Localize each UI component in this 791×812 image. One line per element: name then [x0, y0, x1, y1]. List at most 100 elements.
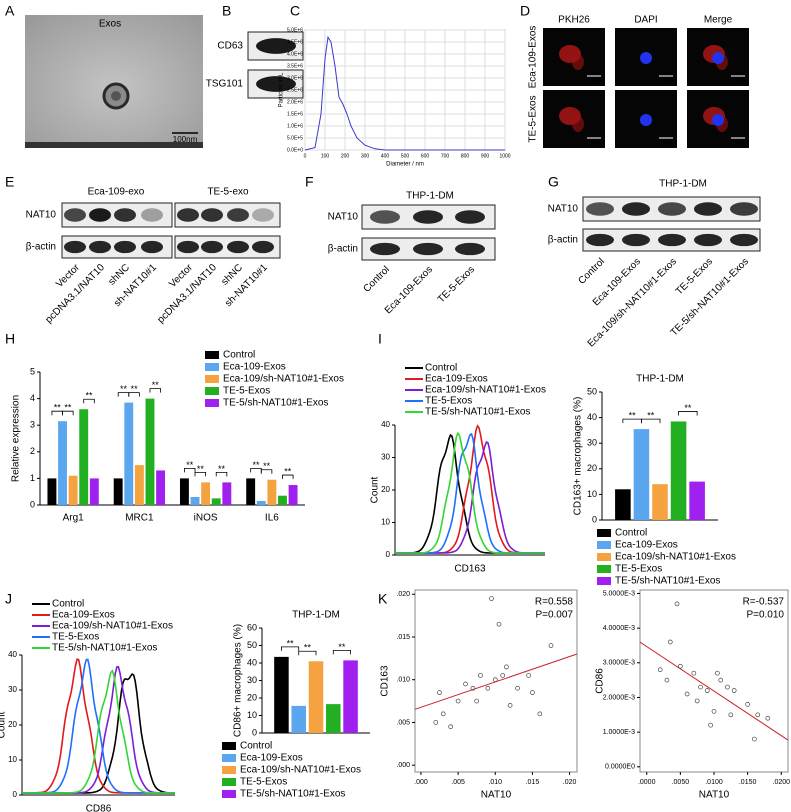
point [752, 736, 757, 742]
band [730, 202, 758, 216]
y-tick-label: 40 [8, 650, 17, 659]
group-label: Eca-109-exo [88, 187, 145, 198]
bar [274, 656, 289, 733]
band [114, 240, 136, 254]
panel-letter: D [520, 3, 530, 19]
significance-label: ** [218, 464, 226, 474]
band [694, 202, 722, 216]
bar [89, 478, 99, 505]
y-tick-label: 2.0E+6 [287, 99, 303, 105]
x-tick-label: .0000 [638, 779, 656, 786]
legend-swatch [222, 766, 236, 774]
micrograph-strip [25, 142, 203, 148]
significance-bracket [215, 471, 228, 477]
bar [211, 498, 221, 505]
x-tick-label: .010 [488, 779, 502, 786]
significance-label: ** [64, 403, 72, 413]
significance-label: ** [684, 403, 692, 413]
x-tick-label: .000 [414, 779, 428, 786]
bar [156, 470, 166, 505]
y-tick-label: 2 [30, 446, 35, 456]
plot-frame [414, 589, 578, 773]
histogram-curve [22, 669, 175, 794]
row-label: β-actin [26, 242, 56, 253]
point [507, 703, 513, 708]
y-tick-label: 0.0E+0 [287, 147, 303, 153]
significance-label: ** [338, 642, 346, 652]
histogram-curve [395, 433, 545, 554]
y-tick-label: 30 [8, 685, 17, 694]
band [413, 242, 443, 256]
lane-label: Control [576, 256, 607, 287]
legend-label: Eca-109/sh-NAT10#1-Exos [240, 765, 361, 776]
point [718, 677, 724, 683]
y-tick-label: .010 [396, 677, 410, 684]
significance-bracket [332, 649, 351, 655]
y-tick-label: 60 [247, 622, 257, 632]
band [141, 240, 163, 254]
y-tick-label: .015 [396, 634, 410, 641]
legend-label: TE-5-Exos [223, 386, 270, 397]
point [455, 698, 461, 704]
band [370, 210, 400, 224]
row-label: β-actin [328, 244, 358, 255]
band [252, 208, 274, 222]
bar [58, 421, 67, 505]
point [478, 673, 483, 678]
x-tick-label: .020 [563, 779, 577, 786]
bar [47, 478, 57, 505]
significance-label: ** [647, 410, 655, 420]
band [64, 208, 86, 222]
scale-label: 10nm [660, 140, 673, 146]
y-axis-label: Count [370, 476, 381, 503]
scale-label: 10nm [588, 78, 601, 84]
point [496, 621, 502, 627]
band [89, 240, 111, 254]
legend-label: Eca-109-Exos [223, 362, 286, 373]
blot-title: THP-1-DM [406, 191, 454, 202]
x-tick-label: Arg1 [63, 513, 85, 524]
point [437, 690, 442, 695]
significance-bracket [641, 418, 661, 424]
stat-label: R=0.558 [535, 597, 574, 608]
band [694, 233, 722, 247]
band [730, 233, 758, 247]
regression-line [639, 641, 789, 741]
y-tick-label: 40 [587, 412, 597, 422]
y-tick-label: 2.0000E-3 [603, 694, 635, 701]
y-tick-label: 5 [30, 366, 35, 376]
legend-swatch [205, 375, 219, 383]
y-tick-label: 50 [247, 640, 257, 650]
panel-letter: I [378, 331, 382, 347]
row-label: Eca-109-Exos [528, 26, 539, 89]
band [413, 210, 443, 224]
significance-label: ** [131, 384, 139, 394]
band [370, 242, 400, 256]
row-label: β-actin [548, 235, 578, 246]
legend-label: Control [615, 528, 647, 539]
panel-letter: G [548, 174, 559, 190]
legend-label: TE-5-Exos [240, 777, 287, 788]
point [485, 685, 491, 691]
chart-title: THP-1-DM [292, 610, 340, 621]
y-tick-label: 40 [381, 420, 390, 429]
significance-label: ** [252, 460, 260, 470]
x-tick-label: 500 [401, 153, 410, 159]
band [89, 208, 111, 222]
y-tick-label: 5.0000E-3 [603, 590, 635, 597]
legend-swatch [597, 529, 611, 537]
scale-label: 10nm [588, 140, 601, 146]
band [256, 76, 296, 92]
x-tick-label: 800 [461, 153, 470, 159]
legend-label: Control [425, 363, 457, 374]
y-tick-label: .005 [396, 719, 410, 726]
y-tick-label: .020 [396, 591, 410, 598]
legend-swatch [597, 553, 611, 561]
bar [615, 489, 631, 520]
bar [79, 409, 89, 505]
y-tick-label: 0 [252, 727, 257, 737]
dapi-signal [712, 114, 724, 126]
bar [124, 402, 134, 505]
point [728, 712, 734, 718]
